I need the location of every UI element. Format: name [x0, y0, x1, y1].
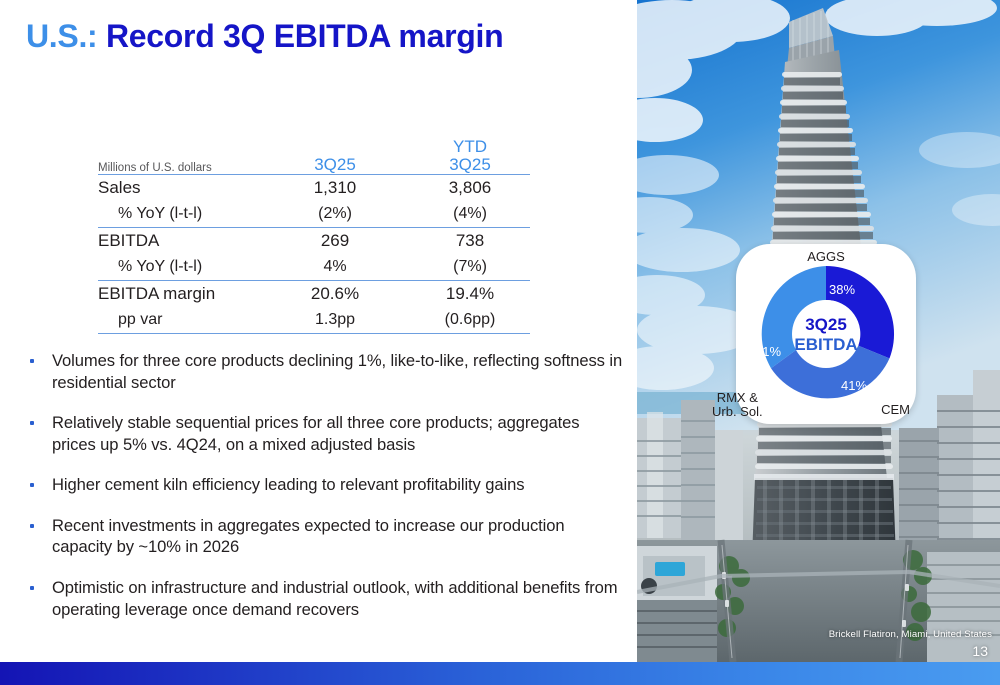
- row-label: EBITDA margin: [98, 283, 216, 303]
- row-label: % YoY (l-t-l): [118, 204, 203, 222]
- bullet-dot-icon: [30, 359, 34, 363]
- column-header-ytd-3q25: YTD 3Q25: [410, 138, 530, 174]
- row-value: 4%: [323, 257, 347, 275]
- row-label: EBITDA: [98, 230, 160, 250]
- donut-slice-aggs: [826, 266, 895, 359]
- bullet-text: Optimistic on infrastructure and industr…: [52, 577, 618, 619]
- row-value: 3,806: [448, 177, 492, 197]
- bottom-accent-bar: [0, 662, 1000, 685]
- row-label: Sales: [98, 177, 141, 197]
- table-rule: [98, 279, 530, 281]
- ebitda-donut-chart: 38% 41% 21% 3Q25 EBITDA AGGS CEM RMX & Ur…: [712, 244, 916, 424]
- column-header-ytd-label: YTD: [453, 137, 487, 156]
- column-header-3q25-label: 3Q25: [314, 154, 356, 174]
- row-value: 269: [320, 230, 350, 250]
- list-item: Recent investments in aggregates expecte…: [24, 515, 624, 558]
- table-header-row: Millions of U.S. dollars 3Q25 YTD 3Q25: [98, 138, 530, 174]
- table-rule: [98, 226, 530, 228]
- table-row: EBITDA 269 738: [98, 228, 530, 254]
- bullet-text: Higher cement kiln efficiency leading to…: [52, 475, 525, 495]
- table-row: % YoY (l-t-l) (2%) (4%): [98, 201, 530, 227]
- bullet-text: Relatively stable sequential prices for …: [52, 413, 580, 454]
- donut-label-aggs: AGGS: [807, 249, 845, 264]
- title-main: Record 3Q EBITDA margin: [106, 18, 504, 54]
- row-value: 738: [455, 230, 485, 250]
- list-item: Higher cement kiln efficiency leading to…: [24, 474, 624, 496]
- donut-hole: [792, 300, 860, 368]
- column-header-3q25: 3Q25: [260, 138, 410, 174]
- row-label: pp var: [118, 310, 163, 328]
- table-units-note: Millions of U.S. dollars: [98, 161, 212, 174]
- list-item: Relatively stable sequential prices for …: [24, 412, 624, 455]
- donut-pct-aggs: 38%: [829, 282, 855, 297]
- list-item: Volumes for three core products declinin…: [24, 350, 624, 393]
- donut-slice-cem: [771, 345, 890, 399]
- table-row: Sales 1,310 3,806: [98, 175, 530, 201]
- row-value: 1,310: [313, 177, 357, 197]
- table-row: pp var 1.3pp (0.6pp): [98, 307, 530, 333]
- bullet-dot-icon: [30, 585, 34, 590]
- hero-photo: CEMEX 38% 41% 21% 3Q25 EBITDA AGGS C: [637, 0, 1000, 662]
- donut-center-line1: 3Q25: [805, 315, 847, 334]
- row-value: 1.3pp: [314, 310, 356, 328]
- donut-label-rmx: RMX & Urb. Sol.: [712, 389, 763, 420]
- bullet-dot-icon: [30, 421, 34, 426]
- page-title: U.S.: Record 3Q EBITDA margin: [26, 18, 504, 55]
- row-value: 19.4%: [445, 283, 495, 303]
- donut-slice-rmx: [761, 266, 826, 369]
- row-value: (4%): [453, 204, 487, 222]
- title-prefix: U.S.:: [26, 18, 98, 54]
- donut-center-line2: EBITDA: [794, 335, 857, 354]
- donut-svg: 38% 41% 21% 3Q25 EBITDA: [755, 266, 895, 399]
- row-value: (7%): [453, 257, 487, 275]
- bullet-text: Recent investments in aggregates expecte…: [52, 515, 565, 557]
- page-number: 13: [972, 643, 988, 659]
- bullet-list: Volumes for three core products declinin…: [24, 350, 624, 639]
- list-item: Optimistic on infrastructure and industr…: [24, 577, 624, 620]
- table-row: % YoY (l-t-l) 4% (7%): [98, 254, 530, 280]
- bullet-text: Volumes for three core products declinin…: [52, 351, 623, 392]
- financial-table: Millions of U.S. dollars 3Q25 YTD 3Q25 S…: [98, 138, 530, 334]
- donut-label-cem: CEM: [881, 402, 910, 418]
- photo-caption: Brickell Flatiron, Miami, United States: [828, 629, 992, 640]
- row-value: 20.6%: [310, 283, 360, 303]
- row-value: (0.6pp): [444, 310, 496, 328]
- bullet-dot-icon: [30, 523, 34, 528]
- row-value: (2%): [318, 204, 352, 222]
- bullet-dot-icon: [30, 483, 34, 488]
- column-header-ytd-3q25-label: 3Q25: [449, 154, 491, 174]
- table-rule: [98, 173, 530, 175]
- row-label: % YoY (l-t-l): [118, 257, 203, 275]
- donut-pct-rmx: 21%: [755, 344, 781, 359]
- table-rule: [98, 332, 530, 334]
- table-row: EBITDA margin 20.6% 19.4%: [98, 281, 530, 307]
- donut-pct-cem: 41%: [841, 378, 867, 393]
